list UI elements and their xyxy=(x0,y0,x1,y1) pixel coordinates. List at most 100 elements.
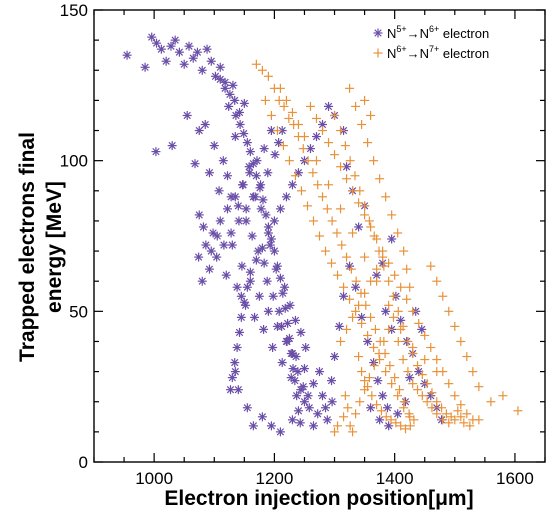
data-point xyxy=(222,171,232,181)
data-point xyxy=(234,216,244,226)
x-tick-labels: 1000 1200 1400 1600 xyxy=(135,469,534,488)
data-point xyxy=(351,282,361,292)
data-point xyxy=(402,264,412,274)
data-point xyxy=(324,138,334,148)
data-point xyxy=(354,198,364,208)
data-point xyxy=(465,421,475,431)
data-point xyxy=(257,65,267,75)
data-point xyxy=(372,400,382,410)
data-point xyxy=(257,412,267,422)
data-point xyxy=(437,403,447,413)
data-point xyxy=(369,156,379,166)
data-point xyxy=(363,330,373,340)
data-point xyxy=(147,32,157,42)
data-point xyxy=(287,180,297,190)
data-point xyxy=(237,261,247,271)
x-tick-label: 1000 xyxy=(135,469,173,488)
axis-ticks xyxy=(93,9,546,463)
data-point xyxy=(327,376,337,386)
data-point xyxy=(360,252,370,262)
data-point xyxy=(179,59,189,69)
data-point xyxy=(214,186,224,196)
data-point xyxy=(315,231,324,241)
data-point xyxy=(275,427,285,437)
data-point xyxy=(354,352,364,362)
data-point xyxy=(357,312,367,322)
data-point xyxy=(318,391,328,401)
data-point xyxy=(444,306,454,316)
data-point xyxy=(318,192,328,202)
data-point xyxy=(327,397,337,407)
data-point xyxy=(366,403,376,413)
data-point xyxy=(393,228,403,238)
data-point xyxy=(215,74,225,84)
data-point xyxy=(375,174,385,184)
data-point xyxy=(231,110,241,120)
data-point xyxy=(390,373,400,383)
data-point xyxy=(263,306,273,316)
data-point xyxy=(210,71,220,81)
data-point xyxy=(152,38,162,48)
data-point xyxy=(200,120,210,130)
data-point xyxy=(194,210,204,220)
data-point xyxy=(227,240,237,250)
y-tick-label: 50 xyxy=(69,302,88,321)
data-point xyxy=(287,415,297,425)
data-point xyxy=(219,240,229,250)
data-point xyxy=(266,421,276,431)
data-point xyxy=(248,421,258,431)
data-point xyxy=(269,216,279,226)
data-point xyxy=(182,110,192,120)
data-point xyxy=(342,324,352,334)
data-point xyxy=(230,95,240,105)
data-point xyxy=(427,388,437,398)
data-point xyxy=(340,391,350,401)
data-point xyxy=(280,282,290,292)
data-point xyxy=(393,409,403,419)
data-point xyxy=(305,101,315,111)
data-point xyxy=(321,403,331,413)
data-point xyxy=(378,391,388,401)
data-point xyxy=(232,282,242,292)
data-point xyxy=(450,391,460,401)
data-point xyxy=(288,364,298,374)
data-point xyxy=(233,385,243,395)
y-axis-title-line-2: energy [MeV] xyxy=(43,181,66,313)
data-point xyxy=(238,180,248,190)
data-point xyxy=(308,379,318,389)
data-point xyxy=(303,391,313,401)
data-point xyxy=(422,397,432,407)
data-point xyxy=(369,361,379,371)
data-point xyxy=(261,210,271,220)
data-point xyxy=(252,156,262,166)
y-tick-label: 100 xyxy=(60,152,88,171)
data-point xyxy=(251,59,261,69)
data-point xyxy=(396,324,406,334)
data-point xyxy=(212,252,222,262)
data-point xyxy=(239,129,249,139)
legend-marker-plus xyxy=(373,48,383,58)
data-point xyxy=(263,168,273,178)
data-point xyxy=(278,288,288,298)
data-point xyxy=(408,342,418,352)
data-point xyxy=(140,62,150,72)
data-point xyxy=(388,312,398,322)
data-point xyxy=(399,397,409,407)
data-point xyxy=(366,312,376,322)
data-point xyxy=(374,246,384,256)
data-point xyxy=(360,210,370,220)
data-point xyxy=(215,62,225,72)
data-point xyxy=(263,222,273,232)
data-point xyxy=(381,412,391,422)
data-point xyxy=(248,192,258,202)
data-point xyxy=(474,415,484,425)
data-point xyxy=(393,336,403,346)
data-point xyxy=(302,201,312,211)
data-point xyxy=(387,379,397,389)
data-point xyxy=(259,144,269,154)
data-point xyxy=(386,415,396,425)
data-point xyxy=(387,234,397,244)
data-point xyxy=(405,412,415,422)
data-point xyxy=(342,174,352,184)
